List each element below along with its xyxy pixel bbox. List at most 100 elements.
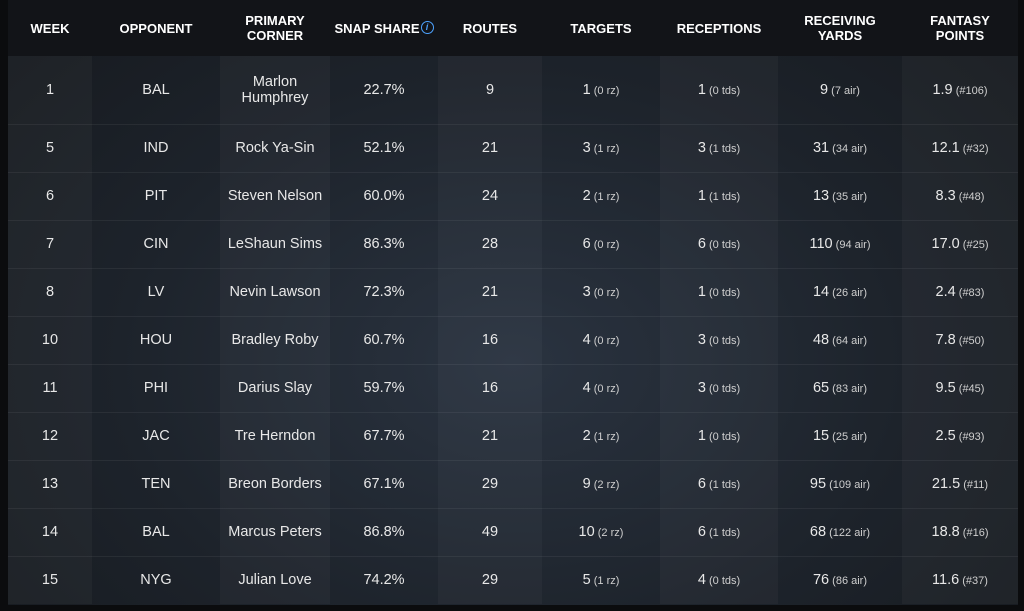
yards-air: 122 air [826,527,870,539]
cell-week: 11 [8,364,92,412]
table-row: 13 TEN Breon Borders 67.1% 29 92 rz 61 t… [8,460,1018,508]
cell-snap-share: 86.3% [363,236,405,252]
cell-routes: 16 [438,364,542,412]
fantasy-points-value: 2.4 [935,284,956,300]
fantasy-points-value: 21.5 [931,476,961,492]
cell-opponent: BAL [142,81,170,98]
cell-primary-corner: Bradley Roby [220,316,330,364]
receptions-tds: 1 tds [706,479,740,491]
receptions-value: 1 [697,284,706,300]
targets-value: 10 [578,524,595,540]
cell-targets: 10 rz [542,56,660,124]
receptions-value: 6 [697,524,706,540]
cell-snap-share: 60.0% [363,188,405,204]
table-row: 8 LV Nevin Lawson 72.3% 21 30 rz 10 tds … [8,268,1018,316]
fantasy-points-value: 8.3 [935,188,956,204]
cell-receptions: 30 tds [660,316,778,364]
targets-redzone: 1 rz [591,431,620,443]
cell-targets: 21 rz [542,172,660,220]
cell-receiving-yards: 1335 air [778,172,902,220]
cell-week: 10 [8,316,92,364]
receptions-tds: 0 tds [706,335,740,347]
receptions-value: 1 [697,188,706,204]
yards-value: 48 [812,332,830,348]
cell-fantasy-points: 8.3#48 [902,172,1018,220]
targets-value: 1 [582,81,591,98]
cell-snap-share: 74.2% [363,572,405,589]
column-header-targets[interactable]: TARGETS [542,0,660,56]
yards-air: 109 air [826,479,870,491]
fantasy-points-rank: #25 [960,239,989,251]
cell-week: 7 [8,220,92,268]
cell-snap-share: 22.7% [363,81,405,98]
targets-redzone: 2 rz [591,479,620,491]
table-row: 15 NYG Julian Love 74.2% 29 51 rz 40 tds… [8,556,1018,604]
targets-redzone: 2 rz [595,527,624,539]
cell-receiving-yards: 97 air [778,56,902,124]
column-header-opponent[interactable]: OPPONENT [92,0,220,56]
cell-routes: 49 [438,508,542,556]
cell-snap-share: 86.8% [363,524,405,540]
column-header-week[interactable]: WEEK [8,0,92,56]
receptions-value: 4 [697,572,706,589]
cell-routes: 29 [438,556,542,604]
cell-week: 15 [8,556,92,604]
column-header-primary-corner[interactable]: PRIMARY CORNER [220,0,330,56]
cell-week: 8 [8,268,92,316]
cell-targets: 51 rz [542,556,660,604]
fantasy-points-value: 7.8 [935,332,956,348]
fantasy-points-rank: #106 [953,85,988,97]
cell-targets: 31 rz [542,124,660,172]
cell-fantasy-points: 18.8#16 [902,508,1018,556]
targets-value: 5 [582,572,591,589]
cell-fantasy-points: 12.1#32 [902,124,1018,172]
cell-receiving-yards: 4864 air [778,316,902,364]
cell-snap-share: 67.1% [363,476,405,492]
fantasy-points-rank: #16 [960,527,989,539]
cell-fantasy-points: 1.9#106 [902,56,1018,124]
cell-primary-corner: Tre Herndon [220,412,330,460]
receptions-tds: 0 tds [706,383,740,395]
cell-targets: 30 rz [542,268,660,316]
weekly-matchup-table: WEEK OPPONENT PRIMARY CORNER SNAP SHARE i… [8,0,1018,604]
column-header-receiving-yards[interactable]: RECEIVING YARDS [778,0,902,56]
table-row: 6 PIT Steven Nelson 60.0% 24 21 rz 11 td… [8,172,1018,220]
cell-routes: 21 [438,268,542,316]
cell-fantasy-points: 2.5#93 [902,412,1018,460]
cell-snap-share: 72.3% [363,284,405,300]
fantasy-points-rank: #50 [956,335,985,347]
cell-routes: 29 [438,460,542,508]
yards-value: 13 [812,188,830,204]
cell-fantasy-points: 17.0#25 [902,220,1018,268]
column-header-snap-share[interactable]: SNAP SHARE i [330,0,438,56]
yards-value: 76 [812,572,830,589]
cell-receptions: 10 tds [660,56,778,124]
cell-receiving-yards: 1426 air [778,268,902,316]
column-header-receptions[interactable]: RECEPTIONS [660,0,778,56]
cell-fantasy-points: 2.4#83 [902,268,1018,316]
cell-opponent: PHI [143,380,169,396]
yards-air: 34 air [829,143,867,155]
cell-targets: 40 rz [542,364,660,412]
yards-air: 25 air [829,431,867,443]
cell-receiving-yards: 3134 air [778,124,902,172]
column-header-routes[interactable]: ROUTES [438,0,542,56]
yards-air: 94 air [833,239,871,251]
table-row: 10 HOU Bradley Roby 60.7% 16 40 rz 30 td… [8,316,1018,364]
cell-primary-corner: LeShaun Sims [220,220,330,268]
info-icon[interactable]: i [420,20,434,34]
cell-routes: 21 [438,412,542,460]
cell-snap-share: 67.7% [363,428,405,444]
yards-value: 68 [809,524,827,540]
cell-receiving-yards: 1525 air [778,412,902,460]
cell-week: 12 [8,412,92,460]
cell-fantasy-points: 21.5#11 [902,460,1018,508]
cell-snap-share: 52.1% [363,140,405,156]
cell-opponent: LV [147,284,165,300]
snap-share-label: SNAP SHARE [334,20,420,36]
cell-opponent: NYG [140,572,172,589]
column-header-fantasy-points[interactable]: FANTASY POINTS [902,0,1018,56]
receptions-value: 1 [697,428,706,444]
targets-redzone: 1 rz [591,143,620,155]
cell-primary-corner: Steven Nelson [220,172,330,220]
